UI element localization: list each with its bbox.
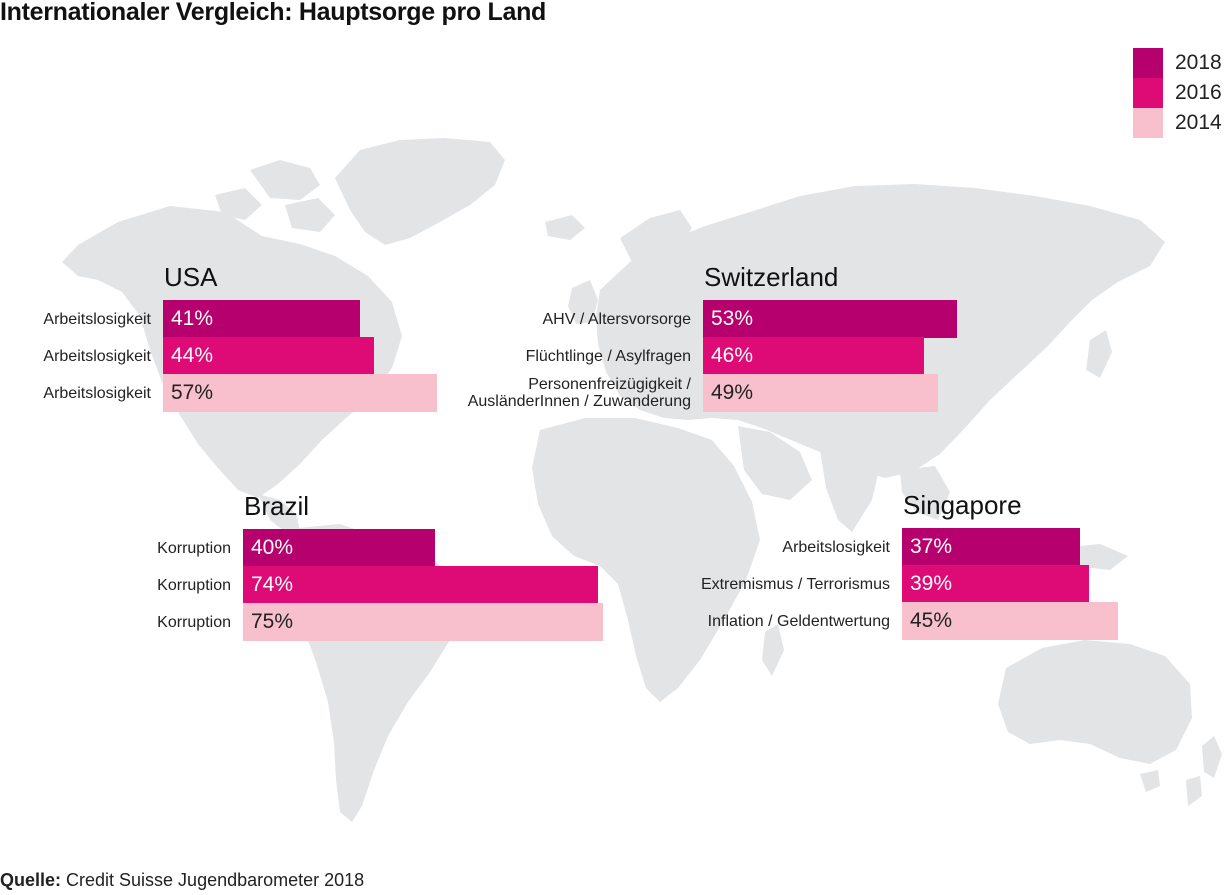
bar-value-singapore-2016: 39% — [910, 572, 953, 595]
bar-label-singapore-2018: Arbeitslosigkeit — [782, 538, 890, 556]
bar-usa-2016: 44% — [163, 337, 374, 375]
bar-switzerland-2014: 49% — [703, 374, 938, 412]
legend-item-2016: 2016 — [1133, 78, 1225, 108]
bar-value-switzerland-2016: 46% — [711, 344, 754, 367]
bar-value-usa-2018: 41% — [171, 307, 214, 330]
bar-label-switzerland-2016: Flüchtlinge / Asylfragen — [525, 347, 691, 365]
bar-value-singapore-2014: 45% — [910, 609, 953, 632]
bar-label-usa-2014: Arbeitslosigkeit — [43, 384, 151, 402]
bar-label-switzerland-2014: Personenfreizügigkeit / AusländerInnen /… — [467, 376, 691, 410]
legend-swatch-2014 — [1133, 108, 1163, 138]
bar-singapore-2016: 39% — [902, 565, 1089, 603]
bar-switzerland-2018: 53% — [703, 300, 957, 338]
bar-label-switzerland-2018: AHV / Altersvorsorge — [542, 310, 692, 328]
bar-value-brazil-2016: 74% — [251, 573, 294, 596]
legend-label-2018: 2018 — [1175, 51, 1222, 74]
bar-label-brazil-2014: Korruption — [157, 613, 231, 631]
country-name-brazil: Brazil — [244, 491, 310, 521]
source-prefix: Quelle: — [0, 870, 62, 890]
bar-usa-2014: 57% — [163, 374, 437, 412]
legend-item-2014: 2014 — [1133, 108, 1225, 138]
country-name-singapore: Singapore — [903, 490, 1022, 520]
bar-value-singapore-2018: 37% — [910, 535, 953, 558]
bar-singapore-2018: 37% — [902, 528, 1080, 566]
bar-value-switzerland-2018: 53% — [711, 307, 754, 330]
legend-swatch-2018 — [1133, 48, 1163, 78]
bar-value-usa-2014: 57% — [171, 381, 214, 404]
bar-switzerland-2016: 46% — [703, 337, 924, 375]
legend-label-2014: 2014 — [1175, 111, 1222, 134]
bar-label-brazil-2018: Korruption — [157, 539, 231, 557]
bar-brazil-2018: 40% — [243, 529, 435, 567]
legend-swatch-2016 — [1133, 78, 1163, 108]
chart-title: Internationaler Vergleich: Hauptsorge pr… — [0, 0, 547, 26]
source-note: Quelle: Credit Suisse Jugendbarometer 20… — [0, 870, 364, 891]
bar-brazil-2016: 74% — [243, 566, 598, 604]
country-name-usa: USA — [164, 262, 218, 292]
bar-brazil-2014: 75% — [243, 603, 603, 641]
bar-value-brazil-2018: 40% — [251, 536, 294, 559]
bar-label-brazil-2016: Korruption — [157, 576, 231, 594]
bar-value-usa-2016: 44% — [171, 344, 214, 367]
bar-usa-2018: 41% — [163, 300, 360, 338]
bar-label-usa-2016: Arbeitslosigkeit — [43, 347, 151, 365]
legend-item-2018: 2018 — [1133, 48, 1225, 78]
bar-label-singapore-2014: Inflation / Geldentwertung — [707, 612, 890, 630]
source-text: Credit Suisse Jugendbarometer 2018 — [61, 870, 365, 890]
bar-label-usa-2018: Arbeitslosigkeit — [43, 310, 151, 328]
bar-singapore-2014: 45% — [902, 602, 1118, 640]
country-name-switzerland: Switzerland — [704, 262, 839, 292]
bar-label-singapore-2016: Extremismus / Terrorismus — [700, 575, 890, 593]
legend-label-2016: 2016 — [1175, 81, 1222, 104]
bar-value-switzerland-2014: 49% — [711, 381, 754, 404]
bar-value-brazil-2014: 75% — [251, 610, 294, 633]
